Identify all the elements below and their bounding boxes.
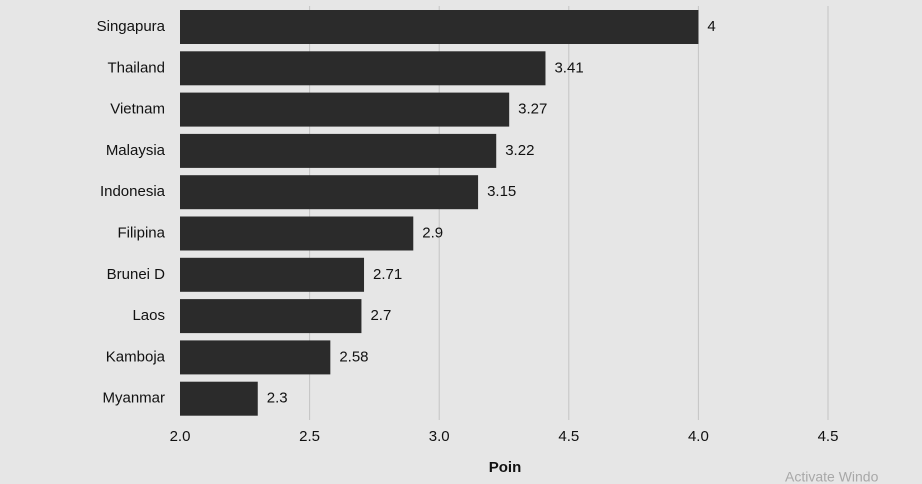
y-tick-label: Indonesia	[100, 183, 166, 200]
bar	[180, 381, 258, 416]
y-tick-label: Malaysia	[106, 142, 166, 159]
x-axis-title: Poin	[489, 459, 522, 476]
y-tick-label: Brunei D	[107, 266, 166, 283]
x-tick-label: 3.0	[429, 428, 450, 445]
bar	[180, 257, 365, 292]
value-label: 3.22	[505, 142, 534, 159]
x-tick-label: 4.5	[558, 428, 579, 445]
y-tick-label: Vietnam	[110, 101, 165, 118]
bar	[180, 175, 479, 210]
bar	[180, 133, 497, 168]
y-tick-label: Myanmar	[102, 390, 165, 407]
watermark: Activate Windo	[785, 469, 879, 484]
bar	[180, 299, 362, 334]
x-tick-label: 4.5	[818, 428, 839, 445]
bar	[180, 10, 699, 44]
bar	[180, 340, 331, 375]
value-label: 4	[707, 18, 715, 35]
bar	[180, 51, 546, 86]
value-label: 2.58	[339, 348, 368, 365]
value-label: 2.3	[267, 390, 288, 407]
bar	[180, 216, 414, 251]
y-tick-label: Laos	[132, 307, 165, 324]
value-label: 2.9	[422, 224, 443, 241]
value-label: 3.27	[518, 101, 547, 118]
y-tick-label: Filipina	[117, 224, 165, 241]
value-label: 2.7	[370, 307, 391, 324]
bar	[180, 92, 510, 127]
x-tick-label: 4.0	[688, 428, 709, 445]
y-tick-label: Kamboja	[106, 348, 166, 365]
value-label: 3.41	[554, 59, 583, 76]
y-tick-label: Thailand	[107, 59, 165, 76]
x-tick-label: 2.0	[170, 428, 191, 445]
value-label: 2.71	[373, 266, 402, 283]
x-tick-label: 2.5	[299, 428, 320, 445]
value-label: 3.15	[487, 183, 516, 200]
y-tick-label: Singapura	[97, 18, 166, 35]
